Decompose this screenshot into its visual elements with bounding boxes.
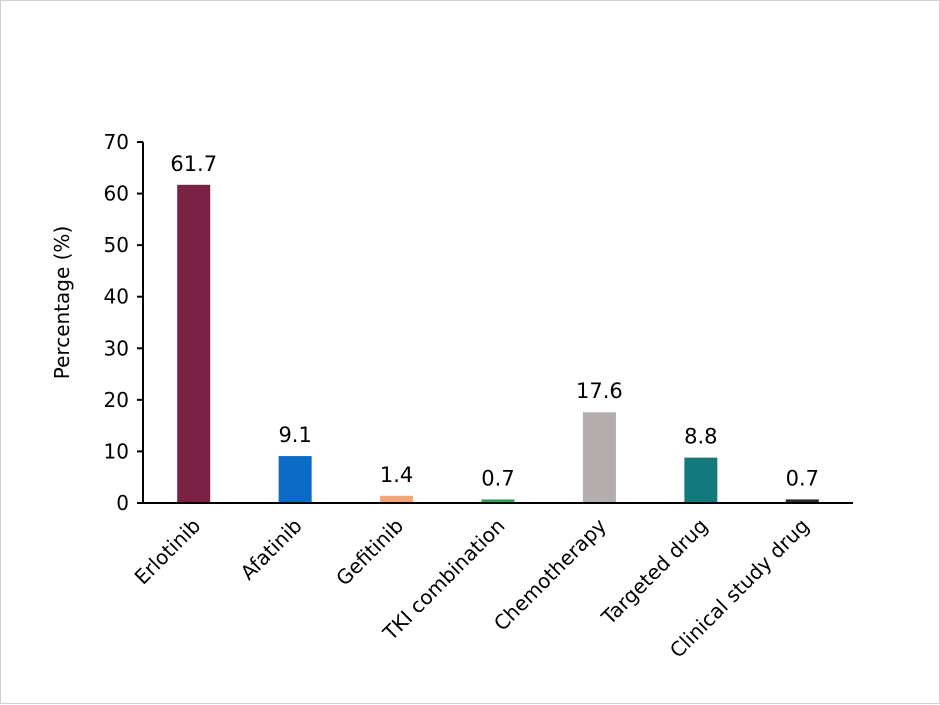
data-label: 17.6 — [576, 379, 623, 403]
y-tick-label: 40 — [104, 285, 129, 309]
y-tick-label: 10 — [104, 439, 129, 463]
data-label: 1.4 — [380, 463, 413, 487]
bars — [177, 184, 819, 503]
y-tick-label: 30 — [104, 336, 129, 360]
bar-chemotherapy — [582, 412, 616, 503]
bar-afatinib — [278, 456, 312, 503]
category-label: Targeted drug — [596, 514, 712, 630]
bar-clinical-study-drug — [785, 499, 819, 503]
y-tick-label: 70 — [104, 130, 129, 154]
bar-gefitinib — [380, 495, 414, 503]
bar-targeted-drug — [684, 457, 718, 503]
bar-tki-combination — [481, 499, 515, 503]
y-axis-title: Percentage (%) — [50, 226, 74, 379]
data-labels: 61.7 9.1 1.4 0.7 17.6 8.8 0.7 — [170, 152, 819, 491]
y-tick-label: 60 — [104, 182, 129, 206]
y-tick-label: 0 — [116, 491, 129, 515]
data-label: 61.7 — [170, 152, 217, 176]
data-label: 8.8 — [684, 425, 717, 449]
category-label: Gefitinib — [331, 514, 408, 591]
y-axis-ticks: 0 10 20 30 40 50 60 70 — [104, 130, 143, 515]
category-label: Erlotinib — [130, 514, 206, 590]
y-tick-label: 50 — [104, 233, 129, 257]
data-label: 0.7 — [786, 466, 819, 490]
data-label: 9.1 — [278, 423, 311, 447]
category-label: Afatinib — [236, 514, 307, 585]
bar-erlotinib — [177, 184, 211, 503]
data-label: 0.7 — [481, 466, 514, 490]
y-tick-label: 20 — [104, 388, 129, 412]
